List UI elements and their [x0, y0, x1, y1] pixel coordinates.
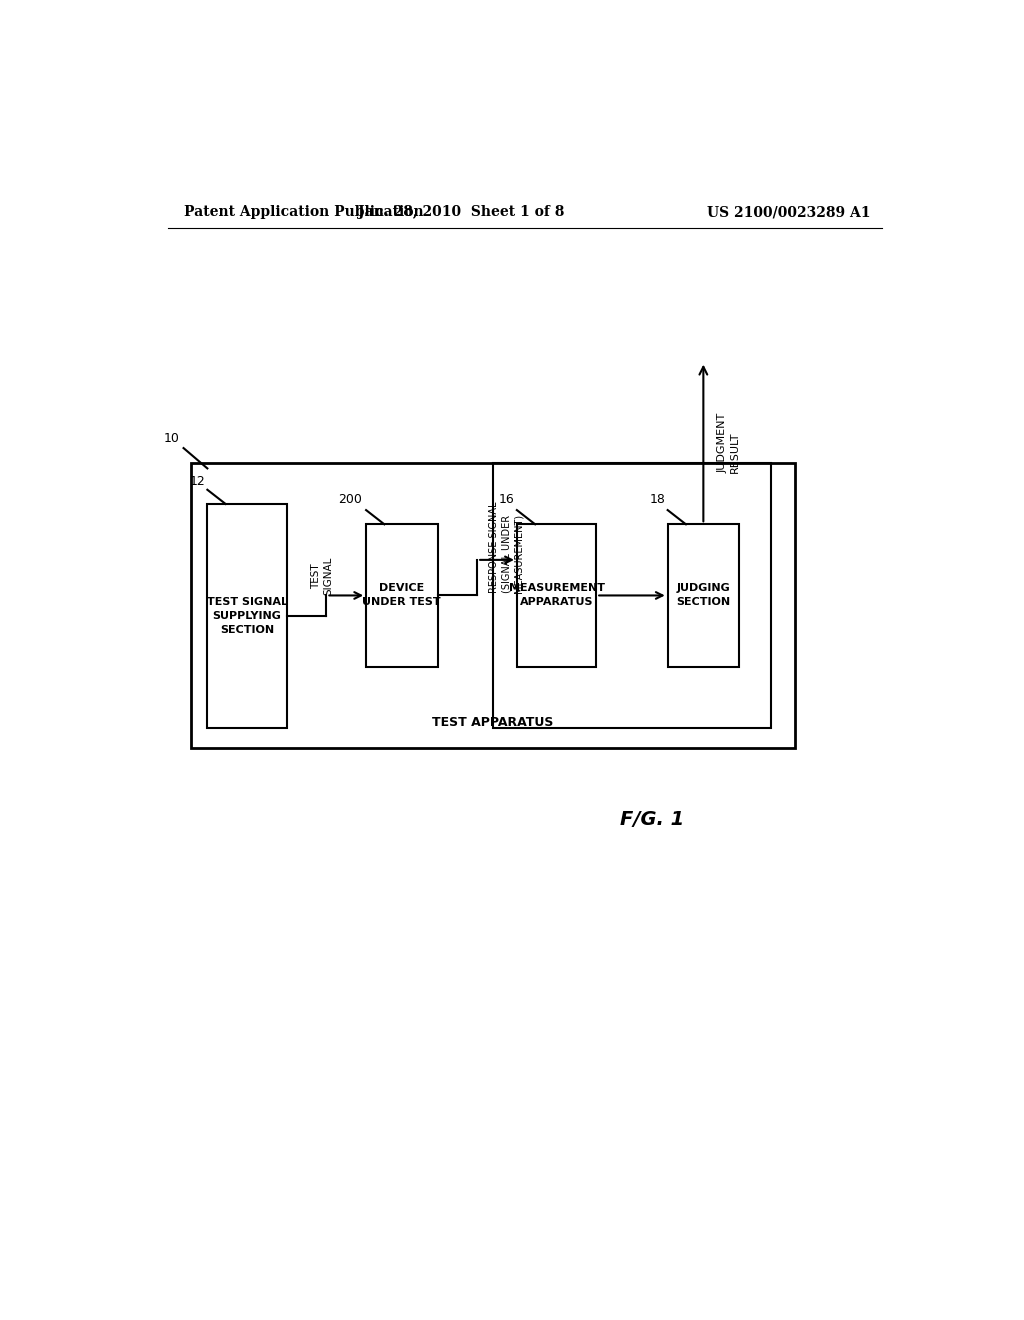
Text: Jan. 28, 2010  Sheet 1 of 8: Jan. 28, 2010 Sheet 1 of 8: [358, 206, 564, 219]
Text: TEST SIGNAL
SUPPLYING
SECTION: TEST SIGNAL SUPPLYING SECTION: [207, 597, 288, 635]
Bar: [517, 524, 596, 667]
Text: MEASUREMENT
APPARATUS: MEASUREMENT APPARATUS: [509, 583, 604, 607]
Text: 10: 10: [164, 432, 179, 445]
Text: JUDGMENT
RESULT: JUDGMENT RESULT: [718, 413, 740, 473]
Text: Patent Application Publication: Patent Application Publication: [183, 206, 423, 219]
Text: 18: 18: [649, 492, 666, 506]
Bar: [191, 463, 795, 748]
Bar: [494, 463, 771, 727]
Text: JUDGING
SECTION: JUDGING SECTION: [676, 583, 730, 607]
Text: TEST APPARATUS: TEST APPARATUS: [432, 715, 554, 729]
Text: 200: 200: [338, 492, 362, 506]
Bar: [367, 524, 437, 667]
Bar: [668, 524, 739, 667]
Text: 12: 12: [189, 475, 205, 487]
Text: US 2100/0023289 A1: US 2100/0023289 A1: [708, 206, 870, 219]
Text: F/G. 1: F/G. 1: [620, 809, 684, 829]
Text: DEVICE
UNDER TEST: DEVICE UNDER TEST: [362, 583, 441, 607]
Bar: [207, 504, 287, 727]
Text: RESPONSE SIGNAL
(SIGNAL UNDER
MEASUREMENT): RESPONSE SIGNAL (SIGNAL UNDER MEASUREMEN…: [489, 502, 524, 593]
Text: 16: 16: [499, 492, 514, 506]
Text: TEST
SIGNAL: TEST SIGNAL: [311, 557, 334, 595]
